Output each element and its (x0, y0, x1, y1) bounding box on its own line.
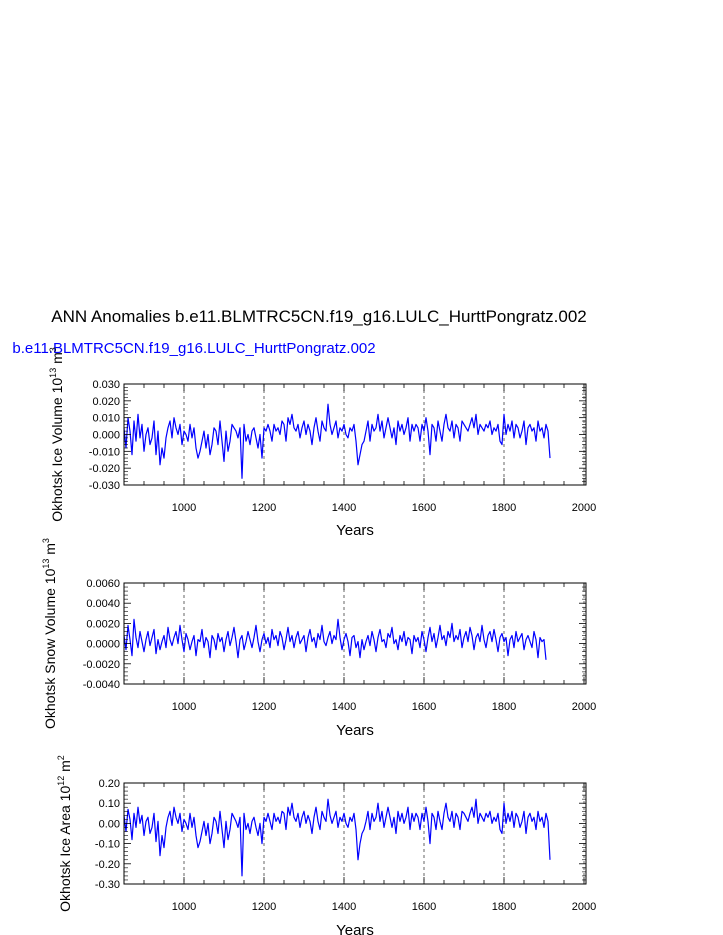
panel-snow-volume: 1000 1200 1400 1600 1800 2000 0.0060 0.0040 0.00… (41, 538, 596, 739)
y-axis-label: Okhotsk Ice Area 1012 m2 (56, 755, 73, 912)
x-tick-label: 1600 (412, 901, 436, 913)
x-tick-label: 1400 (332, 502, 356, 514)
series-line (123, 798, 551, 877)
x-tick-label: 1200 (252, 502, 276, 514)
y-tick-label: 0.10 (99, 798, 120, 810)
y-tick-label: -0.0040 (83, 679, 120, 691)
y-axis-label: Okhotsk Ice Volume 1013 m3 (48, 347, 65, 522)
plot-frame (123, 782, 587, 885)
y-tick-label: 0.0020 (86, 618, 120, 630)
y-tick-label: 0.030 (92, 379, 120, 391)
x-tick-label: 2000 (572, 502, 596, 514)
x-axis-label: Years (336, 722, 374, 739)
panel-ice-area: 1000 1200 1400 1600 1800 2000 0.20 0.10 0.00 -0.1… (56, 755, 596, 935)
x-axis-label: Years (336, 922, 374, 935)
panel-ice-volume: 1000 1200 1400 1600 1800 2000 0.030 0.020 0.010 0… (48, 347, 596, 539)
x-tick-label: 1000 (172, 901, 196, 913)
x-axis-label: Years (336, 522, 374, 539)
y-tick-label: 0.010 (92, 413, 120, 425)
y-tick-label: -0.20 (95, 859, 120, 871)
y-tick-label: 0.0060 (86, 578, 120, 590)
x-tick-label: 1200 (252, 901, 276, 913)
x-tick-label: 1800 (492, 701, 516, 713)
y-tick-label: 0.020 (92, 396, 120, 408)
figure-title: ANN Anomalies b.e11.BLMTRC5CN.f19_g16.LU… (51, 307, 586, 326)
x-tick-label: 1200 (252, 701, 276, 713)
x-tick-label: 1600 (412, 502, 436, 514)
x-tick-label: 1400 (332, 701, 356, 713)
y-tick-label: 0.20 (99, 778, 120, 790)
y-tick-label: 0.0000 (86, 639, 120, 651)
x-tick-label: 2000 (572, 901, 596, 913)
x-tick-label: 1000 (172, 502, 196, 514)
y-tick-label: -0.0020 (83, 659, 120, 671)
figure-subtitle: b.e11.BLMTRC5CN.f19_g16.LULC_HurttPongra… (12, 340, 375, 357)
y-tick-label: -0.010 (89, 446, 120, 458)
series-line (123, 618, 547, 660)
x-tick-label: 1600 (412, 701, 436, 713)
y-tick-label: -0.30 (95, 879, 120, 891)
x-tick-label: 2000 (572, 701, 596, 713)
y-tick-label: -0.030 (89, 480, 120, 492)
plot-frame (123, 582, 587, 685)
x-tick-label: 1800 (492, 502, 516, 514)
y-tick-label: -0.020 (89, 463, 120, 475)
y-tick-label: 0.00 (99, 818, 120, 830)
x-tick-label: 1000 (172, 701, 196, 713)
y-tick-label: 0.0040 (86, 598, 120, 610)
y-axis-label: Okhotsk Snow Volume 1013 m3 (41, 538, 58, 729)
x-tick-label: 1400 (332, 901, 356, 913)
y-tick-label: -0.10 (95, 839, 120, 851)
y-tick-label: 0.000 (92, 430, 120, 442)
x-tick-label: 1800 (492, 901, 516, 913)
series-line (123, 403, 551, 479)
